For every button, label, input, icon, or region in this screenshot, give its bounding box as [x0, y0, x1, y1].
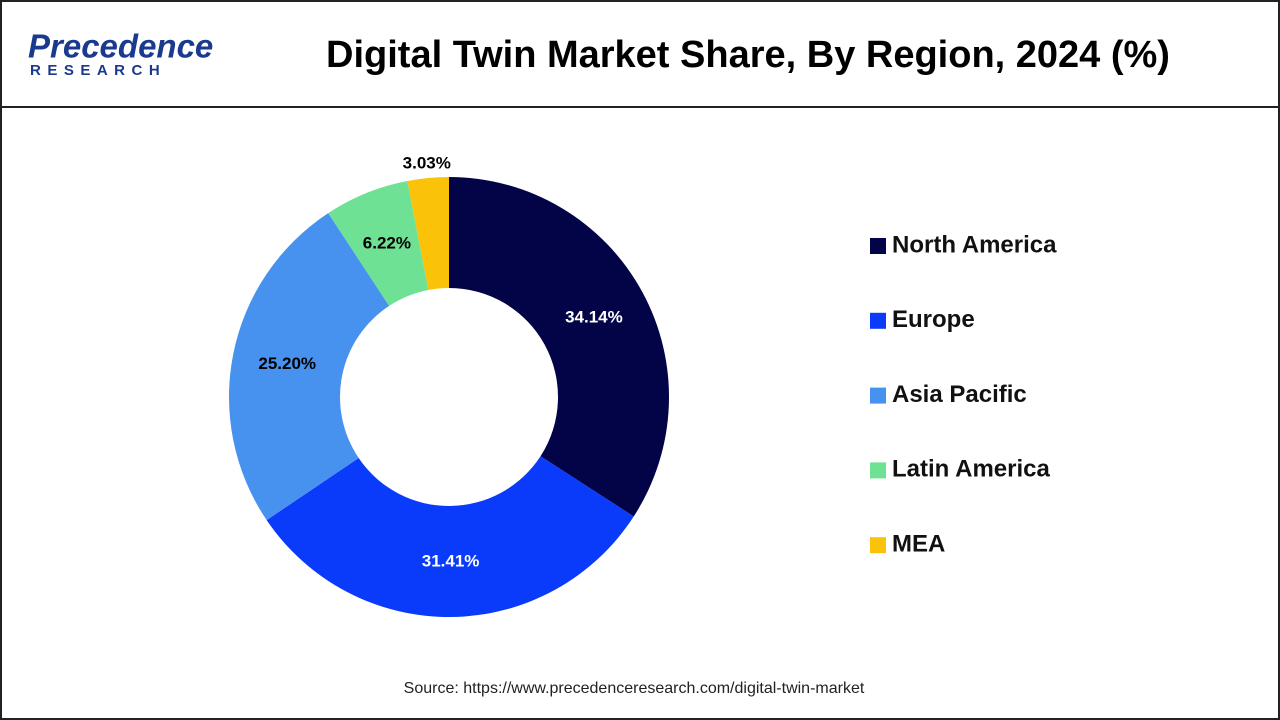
data-label: 31.41% — [422, 551, 480, 570]
data-label: 34.14% — [565, 308, 623, 327]
legend-swatch — [870, 312, 886, 329]
legend-label: Europe — [892, 306, 975, 333]
legend-label: North America — [892, 231, 1057, 258]
legend-swatch — [870, 462, 886, 479]
brand-name: Precedence — [28, 28, 213, 65]
legend-label: Latin America — [892, 456, 1050, 483]
donut-segment — [449, 177, 669, 517]
brand-sub: RESEARCH — [30, 62, 166, 79]
donut-segment — [328, 180, 429, 306]
donut-segment — [266, 456, 634, 617]
data-label: 3.03% — [403, 154, 451, 173]
legend-label: MEA — [892, 531, 945, 558]
donut-segment — [228, 213, 390, 521]
legend-swatch — [870, 238, 886, 254]
legend-swatch — [870, 387, 886, 404]
data-label: 25.20% — [258, 354, 316, 373]
chart-title: Digital Twin Market Share, By Region, 20… — [326, 34, 1170, 76]
legend-label: Asia Pacific — [892, 381, 1027, 408]
source: Source: https://www.precedenceresearch.c… — [404, 680, 865, 697]
donut-segment — [407, 177, 449, 290]
legend-swatch — [870, 537, 886, 554]
data-label: 6.22% — [363, 234, 411, 253]
